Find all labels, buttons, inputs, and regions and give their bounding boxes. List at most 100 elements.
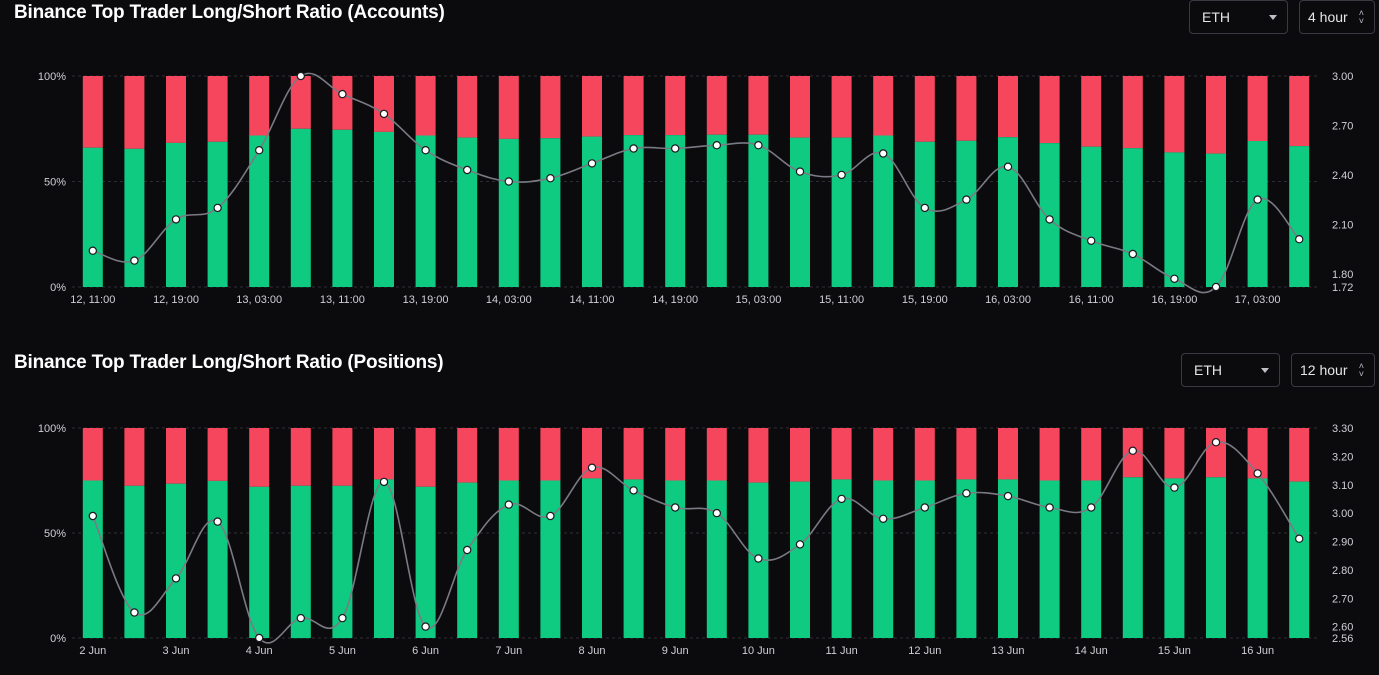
long-bar[interactable] — [956, 140, 977, 287]
ratio-point[interactable] — [1170, 483, 1179, 492]
long-bar[interactable] — [82, 147, 103, 287]
long-bar[interactable] — [956, 479, 977, 638]
accounts-symbol-select[interactable]: ETH — [1189, 0, 1288, 34]
short-bar[interactable] — [1164, 76, 1185, 153]
long-bar[interactable] — [623, 479, 644, 638]
ratio-point[interactable] — [88, 246, 98, 255]
short-bar[interactable] — [207, 76, 228, 142]
short-bar[interactable] — [124, 428, 145, 486]
long-bar[interactable] — [914, 141, 935, 287]
ratio-point[interactable] — [587, 463, 597, 472]
long-bar[interactable] — [1247, 141, 1268, 287]
long-bar[interactable] — [998, 137, 1018, 287]
ratio-point[interactable] — [1128, 446, 1138, 455]
short-bar[interactable] — [457, 428, 478, 483]
ratio-point[interactable] — [1253, 195, 1262, 204]
ratio-point[interactable] — [130, 256, 139, 265]
long-bar[interactable] — [873, 135, 894, 288]
long-bar[interactable] — [332, 485, 353, 639]
long-bar[interactable] — [831, 479, 852, 638]
short-bar[interactable] — [998, 428, 1018, 480]
short-bar[interactable] — [415, 428, 436, 487]
short-bar[interactable] — [706, 76, 727, 135]
short-bar[interactable] — [332, 428, 353, 486]
short-bar[interactable] — [1039, 76, 1060, 144]
ratio-point[interactable] — [1170, 274, 1179, 283]
short-bar[interactable] — [582, 76, 602, 137]
long-bar[interactable] — [1206, 477, 1226, 638]
short-bar[interactable] — [124, 76, 145, 149]
short-bar[interactable] — [956, 428, 977, 480]
ratio-point[interactable] — [130, 608, 139, 617]
ratio-point[interactable] — [504, 500, 513, 509]
long-bar[interactable] — [1289, 146, 1310, 287]
short-bar[interactable] — [790, 428, 810, 482]
ratio-point[interactable] — [962, 489, 971, 498]
long-bar[interactable] — [582, 478, 602, 638]
long-bar[interactable] — [415, 135, 436, 288]
ratio-point[interactable] — [504, 177, 513, 186]
ratio-point[interactable] — [754, 554, 763, 563]
long-bar[interactable] — [457, 482, 478, 638]
long-bar[interactable] — [1081, 480, 1102, 639]
long-bar[interactable] — [706, 134, 727, 287]
short-bar[interactable] — [166, 428, 186, 484]
ratio-point[interactable] — [379, 109, 389, 119]
ratio-point[interactable] — [338, 89, 347, 99]
ratio-point[interactable] — [1003, 491, 1013, 501]
ratio-point[interactable] — [629, 144, 638, 153]
short-bar[interactable] — [748, 428, 769, 483]
ratio-point[interactable] — [1086, 503, 1096, 512]
long-bar[interactable] — [706, 480, 727, 639]
ratio-point[interactable] — [629, 486, 638, 495]
long-bar[interactable] — [1122, 148, 1143, 287]
short-bar[interactable] — [1247, 428, 1268, 479]
short-bar[interactable] — [1206, 428, 1226, 478]
ratio-point[interactable] — [546, 173, 555, 183]
long-bar[interactable] — [82, 480, 103, 639]
short-bar[interactable] — [540, 76, 561, 139]
ratio-point[interactable] — [421, 622, 430, 631]
short-bar[interactable] — [249, 76, 270, 136]
short-bar[interactable] — [582, 428, 602, 479]
long-bar[interactable] — [665, 135, 686, 287]
ratio-point[interactable] — [920, 203, 930, 213]
short-bar[interactable] — [1247, 76, 1268, 141]
positions-interval-select[interactable]: 12 hour ˄ ˅ — [1291, 353, 1375, 387]
long-bar[interactable] — [1039, 480, 1060, 639]
long-bar[interactable] — [790, 481, 810, 638]
long-bar[interactable] — [748, 134, 769, 287]
accounts-interval-select[interactable]: 4 hour ˄ ˅ — [1299, 0, 1375, 34]
long-bar[interactable] — [831, 137, 852, 287]
ratio-point[interactable] — [1003, 162, 1013, 171]
ratio-point[interactable] — [795, 540, 805, 549]
long-bar[interactable] — [290, 128, 311, 288]
ratio-point[interactable] — [255, 145, 264, 155]
long-bar[interactable] — [1247, 478, 1268, 638]
short-bar[interactable] — [374, 76, 394, 132]
ratio-point[interactable] — [712, 508, 722, 518]
ratio-point[interactable] — [171, 215, 181, 224]
long-bar[interactable] — [1164, 478, 1185, 638]
short-bar[interactable] — [498, 428, 519, 481]
ratio-point[interactable] — [1086, 236, 1096, 245]
ratio-point[interactable] — [296, 71, 305, 81]
long-bar[interactable] — [1122, 477, 1143, 638]
short-bar[interactable] — [998, 76, 1018, 138]
long-bar[interactable] — [1081, 146, 1102, 287]
long-bar[interactable] — [665, 480, 686, 639]
ratio-point[interactable] — [88, 511, 98, 521]
long-bar[interactable] — [873, 480, 894, 639]
ratio-point[interactable] — [1045, 503, 1054, 512]
ratio-point[interactable] — [1128, 249, 1138, 259]
short-bar[interactable] — [1081, 428, 1102, 481]
ratio-point[interactable] — [421, 145, 430, 155]
ratio-point[interactable] — [587, 159, 597, 168]
long-bar[interactable] — [415, 486, 436, 638]
short-bar[interactable] — [873, 76, 894, 136]
long-bar[interactable] — [124, 148, 145, 287]
long-bar[interactable] — [1289, 481, 1310, 638]
short-bar[interactable] — [831, 428, 852, 480]
short-bar[interactable] — [1289, 76, 1310, 147]
ratio-point[interactable] — [255, 633, 264, 643]
